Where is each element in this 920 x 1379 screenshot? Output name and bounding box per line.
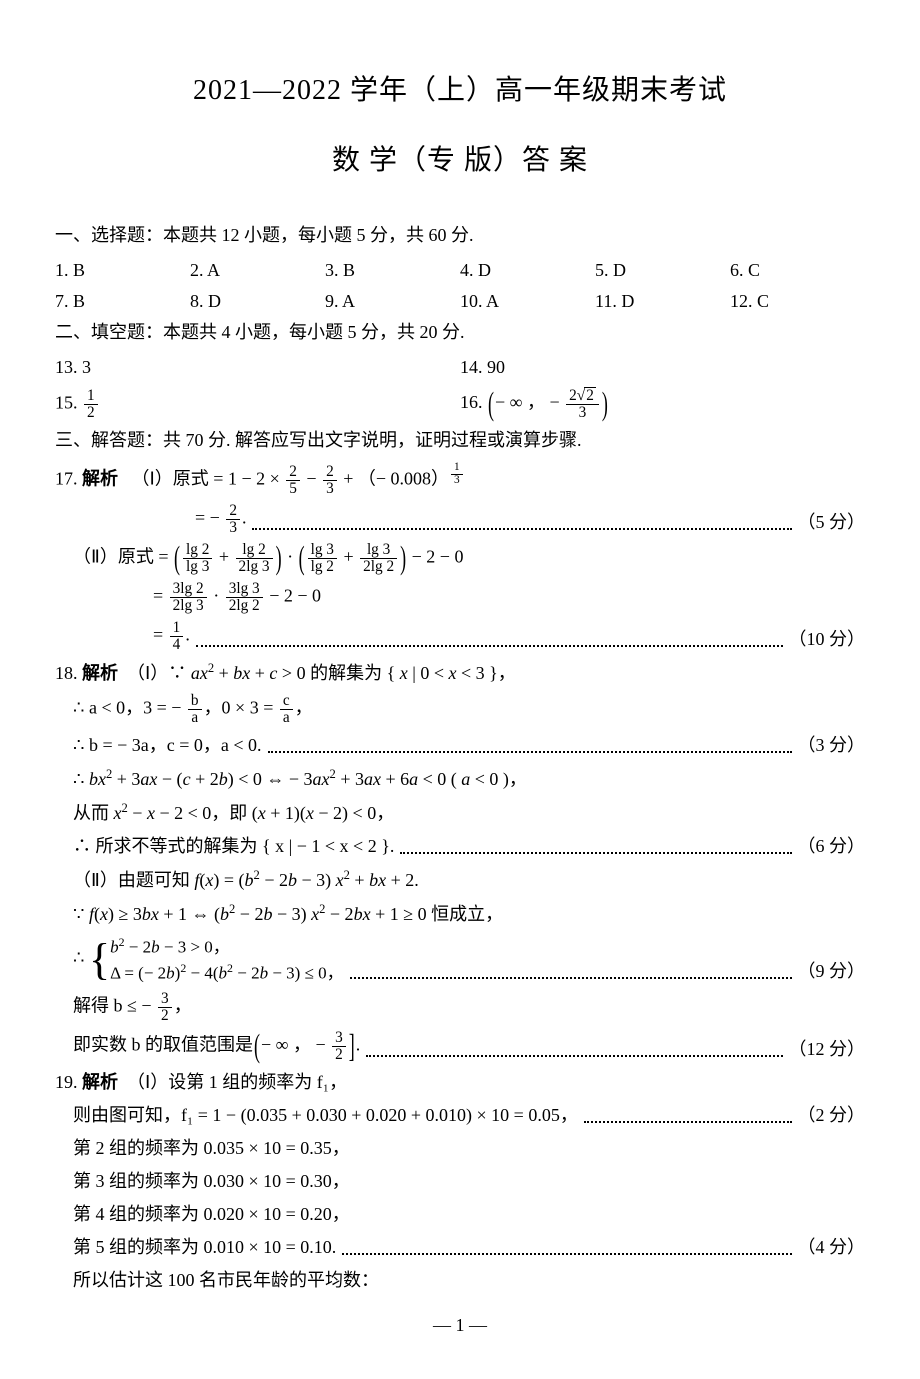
section3-heading: 三、解答题：共 70 分. 解答应写出文字说明，证明过程或演算步骤. xyxy=(55,427,865,454)
score-marker: （2 分） xyxy=(798,1102,866,1129)
mc-answer: 11. D xyxy=(595,288,730,315)
mc-row-1: 1. B 2. A 3. B 4. D 5. D 6. C xyxy=(55,257,865,284)
mc-answer: 8. D xyxy=(190,288,325,315)
mc-answer: 5. D xyxy=(595,257,730,284)
q15: 15. 12 xyxy=(55,388,460,421)
score-marker: （10 分） xyxy=(789,626,866,653)
q13: 13. 3 xyxy=(55,354,460,381)
score-marker: （6 分） xyxy=(798,833,866,860)
mc-answer: 3. B xyxy=(325,257,460,284)
exam-title-line2: 数 学（专 版）答 案 xyxy=(55,140,865,182)
mc-answer: 10. A xyxy=(460,288,595,315)
mc-answer: 2. A xyxy=(190,257,325,284)
mc-answer: 12. C xyxy=(730,288,865,315)
score-marker: （9 分） xyxy=(798,958,866,985)
q18: 18. 解析 （Ⅰ）∵ ax2 + bx + c > 0 的解集为 { x | … xyxy=(55,659,865,1063)
mc-answer: 1. B xyxy=(55,257,190,284)
mc-answer: 4. D xyxy=(460,257,595,284)
q17: 17. 解析 （Ⅰ）原式 = 1 − 2 × 25 − 23 + （− 0.00… xyxy=(55,462,865,653)
score-marker: （5 分） xyxy=(798,509,866,536)
mc-answer: 9. A xyxy=(325,288,460,315)
score-marker: （12 分） xyxy=(789,1036,866,1063)
score-marker: （3 分） xyxy=(798,732,866,759)
mc-answer: 7. B xyxy=(55,288,190,315)
mc-row-2: 7. B 8. D 9. A 10. A 11. D 12. C xyxy=(55,288,865,315)
q19: 19. 解析 （Ⅰ）设第 1 组的频率为 f₁， 则由图可知，f₁ = 1 − … xyxy=(55,1069,865,1294)
section2-heading: 二、填空题：本题共 4 小题，每小题 5 分，共 20 分. xyxy=(55,319,865,346)
q14: 14. 90 xyxy=(460,354,865,381)
score-marker: （4 分） xyxy=(798,1234,866,1261)
exam-title-line1: 2021—2022 学年（上）高一年级期末考试 xyxy=(55,70,865,112)
q16: 16. (− ∞ ， − 2√23) xyxy=(460,387,865,421)
section1-heading: 一、选择题：本题共 12 小题，每小题 5 分，共 60 分. xyxy=(55,222,865,249)
page-number: — 1 — xyxy=(55,1312,865,1339)
mc-answer: 6. C xyxy=(730,257,865,284)
